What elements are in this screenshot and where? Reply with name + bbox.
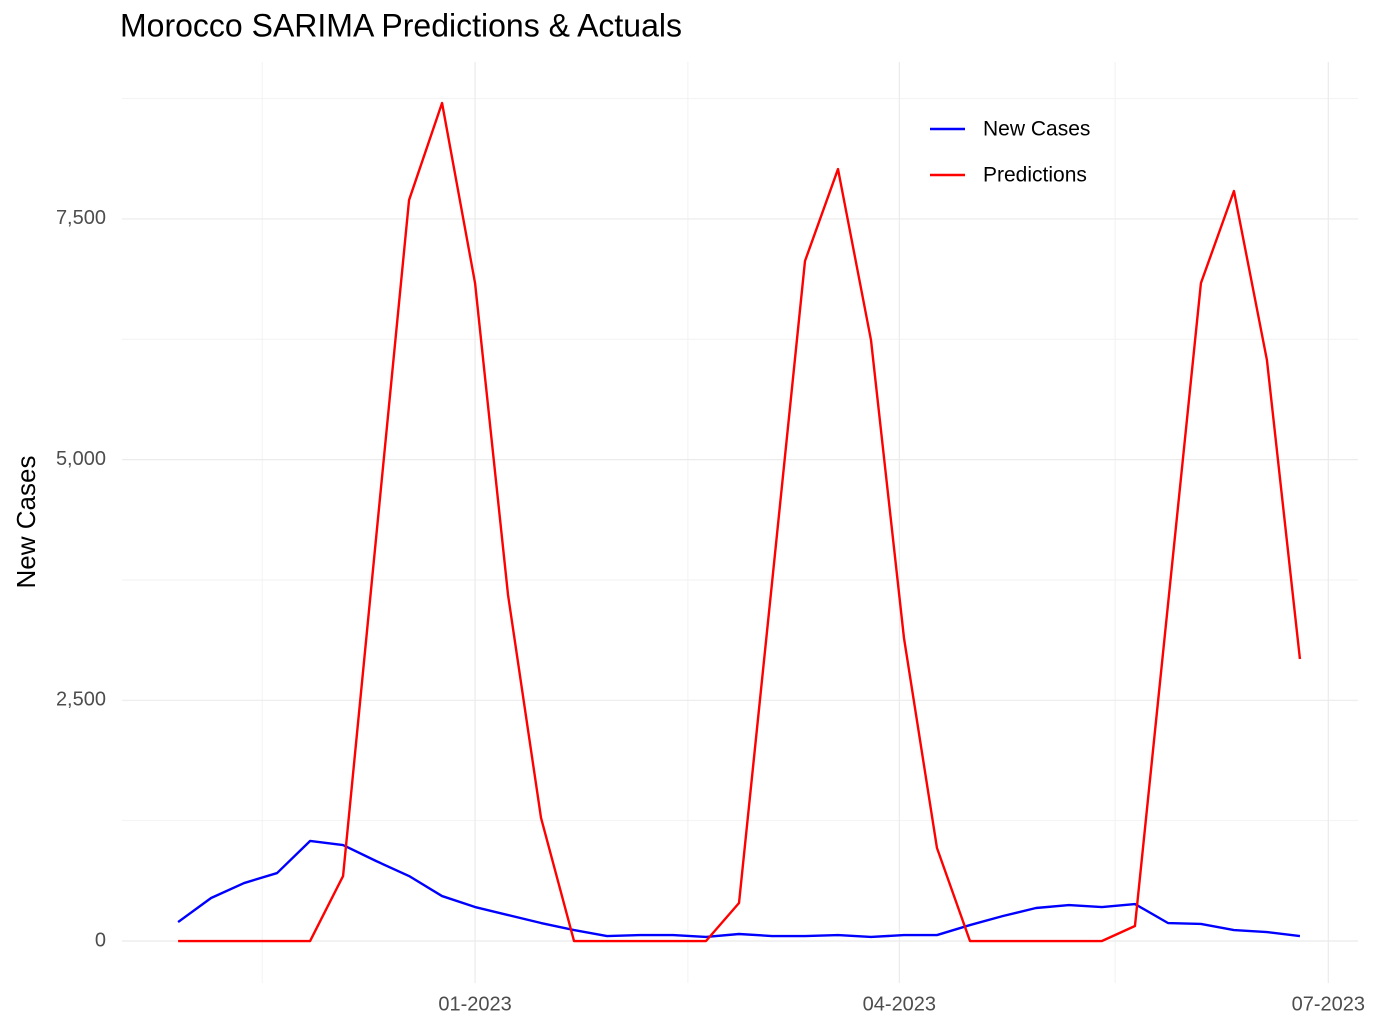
y-tick-label: 5,000 [56,448,106,470]
line-series [178,101,1302,943]
x-tick-label: 01-2023 [438,993,511,1015]
line-series [177,839,1301,939]
y-tick-label: 0 [95,929,106,951]
x-tick-label: 04-2023 [863,993,936,1015]
y-axis-label: New Cases [11,456,41,589]
x-tick-label: 07-2023 [1292,993,1365,1015]
legend-label: Predictions [983,164,1087,187]
chart-title: Morocco SARIMA Predictions & Actuals [120,7,682,43]
y-tick-label: 7,500 [56,207,106,229]
y-tick-label: 2,500 [56,689,106,711]
legend-label: New Cases [983,118,1090,141]
